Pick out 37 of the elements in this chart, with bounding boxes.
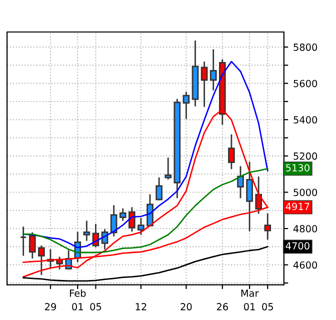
y-tick-label: 5600 [294,80,318,88]
x-tick-label: 05 [90,303,102,310]
y-tick-label: 5800 [294,44,318,51]
y-tick-label: 4600 [293,261,318,269]
candlestick [128,207,136,232]
y-tick-label: 5000 [294,188,318,196]
text: Feb [70,289,86,297]
x-tick-label: 05 [262,303,273,310]
candlestick [228,134,235,170]
candlestick [182,92,190,119]
candlestick [119,208,126,221]
text: Mar [241,290,259,297]
y-tick-label: 4800 [293,225,318,232]
candlestick [28,232,36,258]
candlestick [246,162,253,232]
candlestick [20,226,27,256]
data-label: 5130 [286,164,310,172]
x-tick-label: 26 [216,303,228,310]
y-tick-label: 5400 [294,116,318,124]
x-tick-label: 20 [180,303,192,310]
candlestick [156,177,162,200]
candlestick [237,166,244,198]
candlestick [164,158,172,180]
candlestick [210,49,217,90]
x-tick-label: 29 [45,303,56,310]
x-tick-label: 01 [72,303,83,310]
candlestick [138,218,144,235]
candlestick [146,194,154,226]
data-label: 4700 [286,242,310,250]
candlestick [264,213,272,240]
y-tick-label: 5200 [294,152,318,160]
x-tick-label: 12 [136,303,146,310]
candlestick [83,220,90,241]
line-series [22,246,268,282]
candlestick [200,62,208,107]
x-tick-label: 01 [244,303,255,310]
data-label: 4917 [286,202,310,210]
